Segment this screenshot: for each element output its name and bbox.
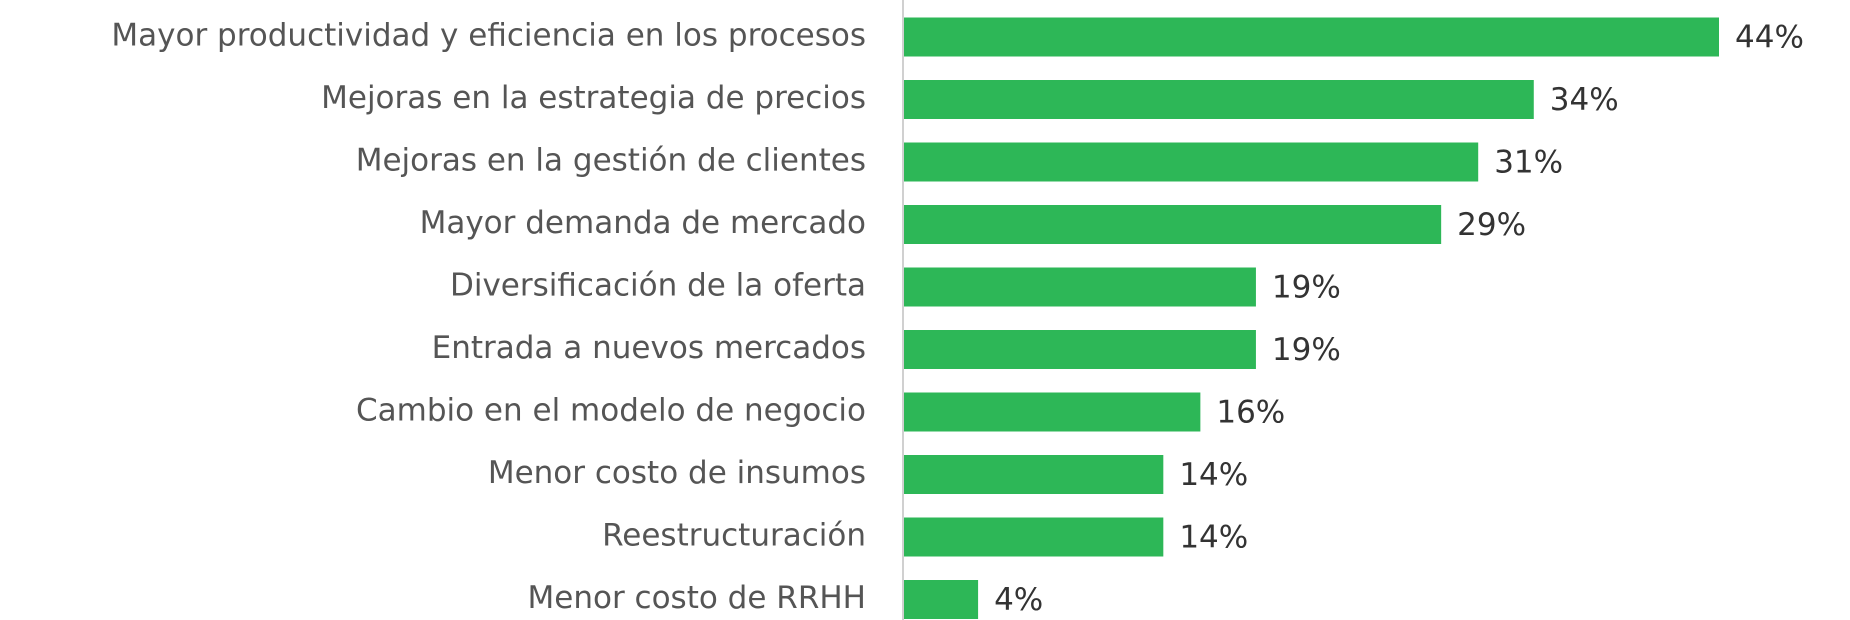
- value-label: 14%: [1179, 457, 1248, 493]
- value-label: 4%: [994, 582, 1043, 618]
- category-label: Menor costo de insumos: [488, 455, 866, 491]
- category-label: Menor costo de RRHH: [528, 580, 866, 616]
- bar: [904, 17, 1719, 57]
- category-label: Entrada a nuevos mercados: [432, 330, 866, 366]
- value-label: 34%: [1550, 82, 1619, 118]
- bar: [904, 392, 1201, 432]
- value-label: 16%: [1216, 395, 1285, 431]
- bar: [904, 80, 1534, 119]
- category-label: Diversificación de la oferta: [450, 268, 866, 304]
- category-label: Cambio en el modelo de negocio: [356, 393, 866, 429]
- value-label: 19%: [1272, 270, 1341, 306]
- value-label: 14%: [1179, 520, 1248, 556]
- category-label: Mejoras en la gestión de clientes: [356, 143, 866, 179]
- category-label: Reestructuración: [602, 518, 866, 554]
- bar: [904, 205, 1442, 244]
- value-label: 29%: [1457, 207, 1526, 243]
- category-label: Mejoras en la estrategia de precios: [321, 80, 866, 116]
- bar: [904, 455, 1164, 494]
- bar: [904, 330, 1256, 369]
- category-label: Mayor productividad y eficiencia en los …: [111, 18, 866, 54]
- bar: [904, 580, 979, 619]
- value-label: 44%: [1735, 20, 1804, 56]
- value-label: 19%: [1272, 332, 1341, 368]
- bar: [904, 517, 1164, 557]
- category-label: Mayor demanda de mercado: [420, 205, 866, 241]
- value-label: 31%: [1494, 145, 1563, 181]
- bar: [904, 267, 1256, 307]
- bar: [904, 142, 1479, 182]
